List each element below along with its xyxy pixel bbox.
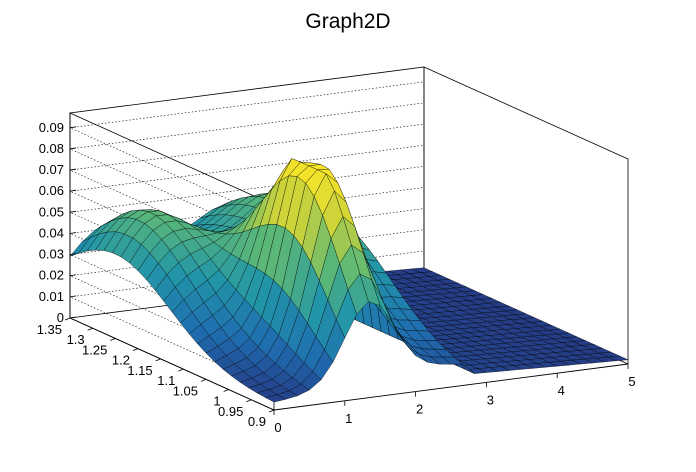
z-tick-label: 0.09	[39, 120, 64, 135]
z-tick-label: 0.06	[39, 183, 64, 198]
z-tick-mark	[69, 126, 77, 129]
y-tick-label: 1.15	[127, 363, 152, 378]
z-tick-mark	[69, 295, 77, 298]
y-tick-mark	[87, 327, 93, 331]
y-axis-ticks: 0.9 0.951 1.051.1 1.151.2 1.251.3 1.35	[37, 317, 275, 429]
z-tick-mark	[69, 210, 77, 213]
x-tick-label: 3	[487, 392, 494, 407]
z-gridline	[68, 81, 425, 221]
z-tick-mark	[69, 316, 77, 319]
z-tick-mark	[69, 168, 77, 171]
y-tick-label: 1	[213, 394, 220, 409]
z-tick-mark	[69, 189, 77, 192]
z-gridline	[68, 250, 425, 390]
z-tick-label: 0.04	[39, 225, 64, 240]
x-tick-label: 5	[628, 374, 635, 389]
chart-title: Graph2D	[305, 10, 390, 33]
z-tick-label: 0.05	[39, 204, 64, 219]
x-tick-label: 1	[345, 411, 352, 426]
z-axis-ticks: 0 0.01 0.02 0.03 0.04 0.05 0.06 0.07 0.08 0.09	[39, 120, 77, 325]
x-axis-line	[273, 363, 629, 411]
y-tick-mark	[223, 389, 229, 392]
y-tick-label: 1.2	[112, 353, 130, 368]
z-tick-mark	[69, 253, 77, 255]
surface-cell	[265, 394, 287, 403]
y-tick-label: 0.95	[218, 404, 243, 419]
y-tick-mark	[132, 348, 139, 352]
y-tick-label: 1.3	[67, 332, 85, 347]
y-tick-mark	[246, 399, 252, 403]
axes	[69, 113, 629, 411]
z-tick-mark	[69, 232, 77, 234]
x-tick-label: 4	[558, 383, 565, 398]
x-axis-ticks: 0 1 2 3 4 5	[273, 364, 636, 435]
y-tick-mark	[178, 368, 184, 372]
y-tick-mark	[64, 317, 71, 321]
z-gridline	[68, 102, 425, 242]
y-tick-mark	[268, 409, 275, 413]
z-tick-label: 0.07	[39, 162, 64, 177]
y-axis-line	[69, 317, 275, 411]
y-tick-label: 1.05	[173, 383, 198, 398]
z-tick-label: 0.03	[39, 247, 64, 262]
x-tick-label: 2	[416, 402, 423, 417]
y-tick-label: 1.25	[82, 342, 107, 357]
y-tick-label: 0.9	[248, 414, 266, 429]
z-tick-label: 0	[57, 310, 64, 325]
surface-mesh	[69, 158, 629, 403]
z-tick-label: 0.01	[39, 289, 64, 304]
z-tick-mark	[69, 147, 77, 150]
z-tick-label: 0.02	[39, 268, 64, 283]
z-tick-label: 0.08	[39, 141, 64, 156]
x-tick-label: 0	[274, 420, 281, 435]
y-tick-mark	[155, 358, 161, 362]
y-tick-mark	[110, 338, 116, 341]
y-tick-mark	[200, 378, 207, 382]
y-tick-label: 1.1	[157, 373, 175, 388]
z-tick-mark	[69, 274, 77, 277]
y-tick-label: 1.35	[37, 322, 62, 337]
